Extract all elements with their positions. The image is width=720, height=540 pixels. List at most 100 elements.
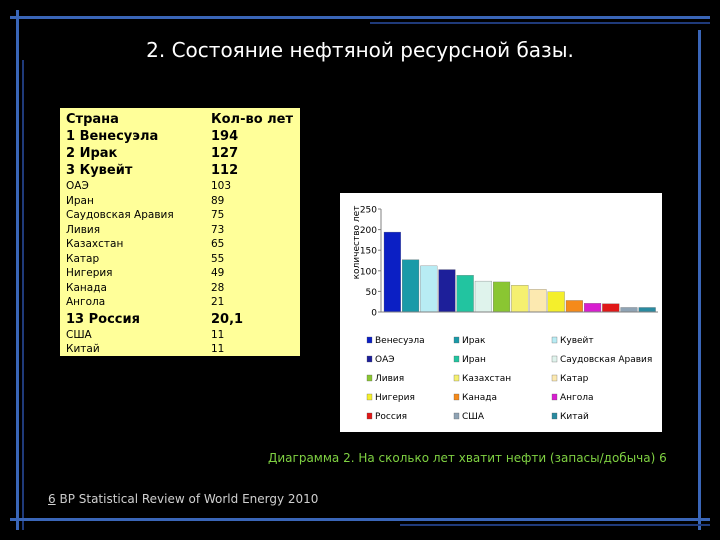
table-cell-country: США: [66, 328, 92, 341]
footnote-mark: 6: [48, 492, 56, 506]
table-cell-years: 73: [211, 223, 225, 236]
table-cell-country: Канада: [66, 281, 107, 294]
bottom-frame-line: [10, 518, 710, 521]
legend-label: Казахстан: [462, 374, 511, 384]
left-frame-line: [16, 10, 19, 530]
table-cell-country: 3 Кувейт: [66, 163, 133, 178]
table-cell-years: 112: [211, 163, 239, 178]
legend-swatch: [366, 374, 373, 382]
bar-15: [638, 307, 656, 313]
table-cell-years: 11: [211, 328, 225, 341]
legend-swatch: [453, 374, 460, 382]
legend-label: Ирак: [462, 336, 486, 346]
legend-label: Канада: [462, 393, 497, 403]
right-frame-line: [698, 30, 701, 530]
table-cell-years: 103: [211, 180, 232, 192]
left-frame-line-2: [22, 60, 24, 530]
legend-label: ОАЭ: [375, 355, 395, 365]
legend-label: Нигерия: [375, 393, 415, 403]
bar-11: [565, 300, 583, 313]
table-cell-country: Саудовская Аравия: [66, 209, 174, 221]
bar-12: [584, 303, 602, 313]
table-cell-country: 13 Россия: [66, 311, 140, 327]
bar-8: [511, 285, 529, 313]
bar-9: [529, 289, 547, 313]
source-bp: BP: [59, 492, 75, 506]
legend-label: Саудовская Аравия: [560, 355, 652, 365]
bar-7: [493, 281, 511, 313]
legend-label: Китай: [560, 412, 589, 422]
bar-3: [420, 265, 438, 313]
top-frame-line: [10, 16, 710, 19]
source-text: Statistical Review of World Energy 2010: [74, 492, 319, 506]
legend-swatch: [551, 393, 558, 401]
bar-13: [602, 303, 620, 313]
slide-title: 2. Состояние нефтяной ресурсной базы.: [146, 38, 574, 62]
legend-swatch: [366, 355, 373, 363]
legend-label: Иран: [462, 355, 486, 365]
legend-label: Россия: [375, 412, 407, 422]
bar-2: [402, 259, 420, 313]
source-line: 6 BP Statistical Review of World Energy …: [48, 492, 318, 506]
y-tick-label: 0: [371, 309, 377, 319]
legend-label: США: [462, 412, 485, 422]
y-axis-label: количество лет: [352, 206, 362, 280]
y-tick-label: 250: [360, 206, 377, 216]
legend-swatch: [453, 393, 460, 401]
legend-swatch: [551, 355, 558, 363]
table-cell-years: 55: [211, 252, 225, 265]
legend-swatch: [551, 336, 558, 344]
y-tick-label: 150: [360, 247, 377, 257]
legend-swatch: [551, 412, 558, 420]
table-cell-years: 89: [211, 194, 225, 207]
bottom-frame-line-2: [400, 524, 710, 526]
y-tick-label: 200: [360, 226, 377, 236]
bar-1: [383, 231, 401, 313]
chart-caption: Диаграмма 2. На сколько лет хватит нефти…: [268, 451, 667, 465]
table-cell-years: 28: [211, 281, 225, 294]
legend-label: Катар: [560, 374, 589, 384]
bar-10: [547, 291, 565, 313]
table-cell-country: ОАЭ: [66, 180, 89, 192]
table-cell-years: 20,1: [211, 311, 244, 327]
table-cell-country: Нигерия: [66, 267, 113, 279]
table-cell-country: Катар: [66, 252, 100, 265]
bar-6: [474, 280, 492, 313]
legend-label: Ливия: [375, 374, 404, 384]
table-cell-years: 194: [211, 129, 239, 144]
table-cell-years: 21: [211, 296, 225, 308]
bar-14: [620, 307, 638, 313]
y-tick-label: 100: [360, 267, 377, 277]
top-frame-line-2: [370, 22, 710, 24]
table-cell-country: Ангола: [66, 296, 106, 308]
table-cell-country: 2 Ирак: [66, 146, 118, 161]
table-cell-country: Иран: [66, 194, 94, 207]
legend-swatch: [366, 336, 373, 344]
table-cell-years: 75: [211, 209, 225, 221]
oil-years-chart: количество лет 0 50 100 150 200 250 Венесуэла Ир…: [340, 193, 662, 432]
bar-4: [438, 269, 456, 313]
legend-label: Венесуэла: [375, 336, 425, 346]
y-tick-label: 50: [366, 288, 378, 298]
legend-swatch: [453, 355, 460, 363]
table-cell-years: Кол-во лет: [211, 112, 294, 127]
legend-swatch: [453, 336, 460, 344]
legend-label: Кувейт: [560, 336, 594, 346]
bar-5: [456, 275, 474, 313]
legend-label: Ангола: [560, 393, 594, 403]
bar-chart-svg: количество лет 0 50 100 150 200 250 Венесуэла Ир…: [352, 206, 658, 422]
table-cell-years: 49: [211, 267, 225, 279]
table-cell-country: 1 Венесуэла: [66, 129, 159, 144]
table-cell-years: 11: [211, 343, 225, 355]
table-cell-years: 65: [211, 238, 225, 250]
oil-years-table: Страна Кол-во лет 1 Венесуэла 194 2 Ирак 127 3…: [60, 108, 300, 356]
table-cell-country: Страна: [66, 112, 119, 127]
legend-swatch: [453, 412, 460, 420]
table-cell-country: Китай: [66, 343, 100, 355]
legend-swatch: [366, 412, 373, 420]
table-cell-years: 127: [211, 146, 239, 161]
legend-swatch: [366, 393, 373, 401]
legend-swatch: [551, 374, 558, 382]
table-cell-country: Ливия: [66, 223, 101, 236]
table-cell-country: Казахстан: [66, 238, 124, 250]
